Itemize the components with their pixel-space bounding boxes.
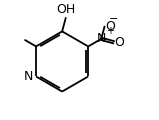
Text: O: O — [114, 36, 124, 49]
Text: OH: OH — [57, 3, 76, 16]
Text: N: N — [24, 70, 33, 83]
Text: N: N — [97, 32, 106, 45]
Text: +: + — [106, 26, 114, 36]
Text: O: O — [105, 20, 115, 33]
Text: −: − — [109, 14, 118, 24]
